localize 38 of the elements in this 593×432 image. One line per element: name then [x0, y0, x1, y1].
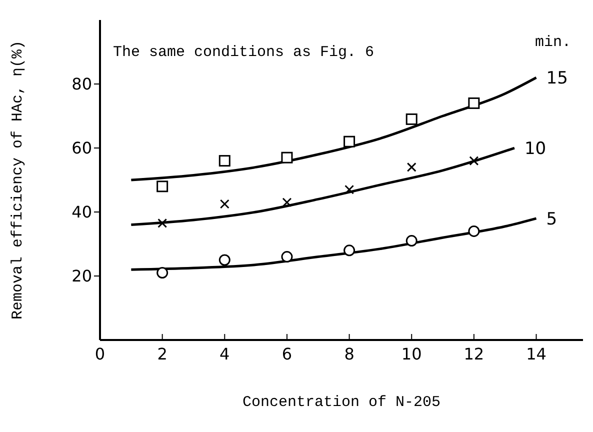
point: [406, 113, 418, 125]
point: [344, 136, 356, 148]
line-series: [130, 146, 516, 226]
x-tick-label: 14: [526, 344, 546, 364]
point: [406, 235, 418, 247]
x-tick-label: 12: [464, 344, 484, 364]
y-tick-label: 80: [72, 74, 92, 94]
x-tick-label: 2: [157, 344, 168, 364]
y-axis-title: Removal efficiency of HAc, η(%): [9, 40, 26, 320]
series-label: 5: [546, 209, 558, 230]
point: [281, 152, 293, 164]
point: [156, 180, 168, 192]
point: [344, 244, 356, 256]
x-axis-title: Concentration of N-205: [242, 394, 441, 411]
series-label: 10: [524, 139, 546, 159]
point: [281, 251, 293, 263]
x-tick-label: 4: [220, 344, 230, 364]
point: [156, 267, 168, 279]
annotation: The same conditions as Fig. 6: [113, 44, 374, 61]
point: [468, 225, 480, 237]
point: [220, 199, 230, 209]
y-tick-label: 40: [72, 202, 92, 222]
point: [158, 218, 168, 228]
point: [406, 162, 416, 172]
point: [469, 156, 479, 166]
x-tick-label: 6: [282, 344, 292, 364]
point: [468, 97, 480, 109]
y-tick-label: 60: [72, 138, 92, 158]
series-label: 15: [546, 68, 568, 89]
y-tick-label: 20: [72, 266, 92, 286]
x-tick-label: 0: [94, 344, 106, 364]
point: [282, 198, 292, 208]
x-tick-label: 8: [344, 344, 354, 364]
point: [344, 184, 354, 194]
point: [218, 155, 230, 167]
point: [218, 254, 230, 266]
x-tick-label: 10: [401, 344, 422, 364]
legend-title: min.: [534, 34, 571, 51]
